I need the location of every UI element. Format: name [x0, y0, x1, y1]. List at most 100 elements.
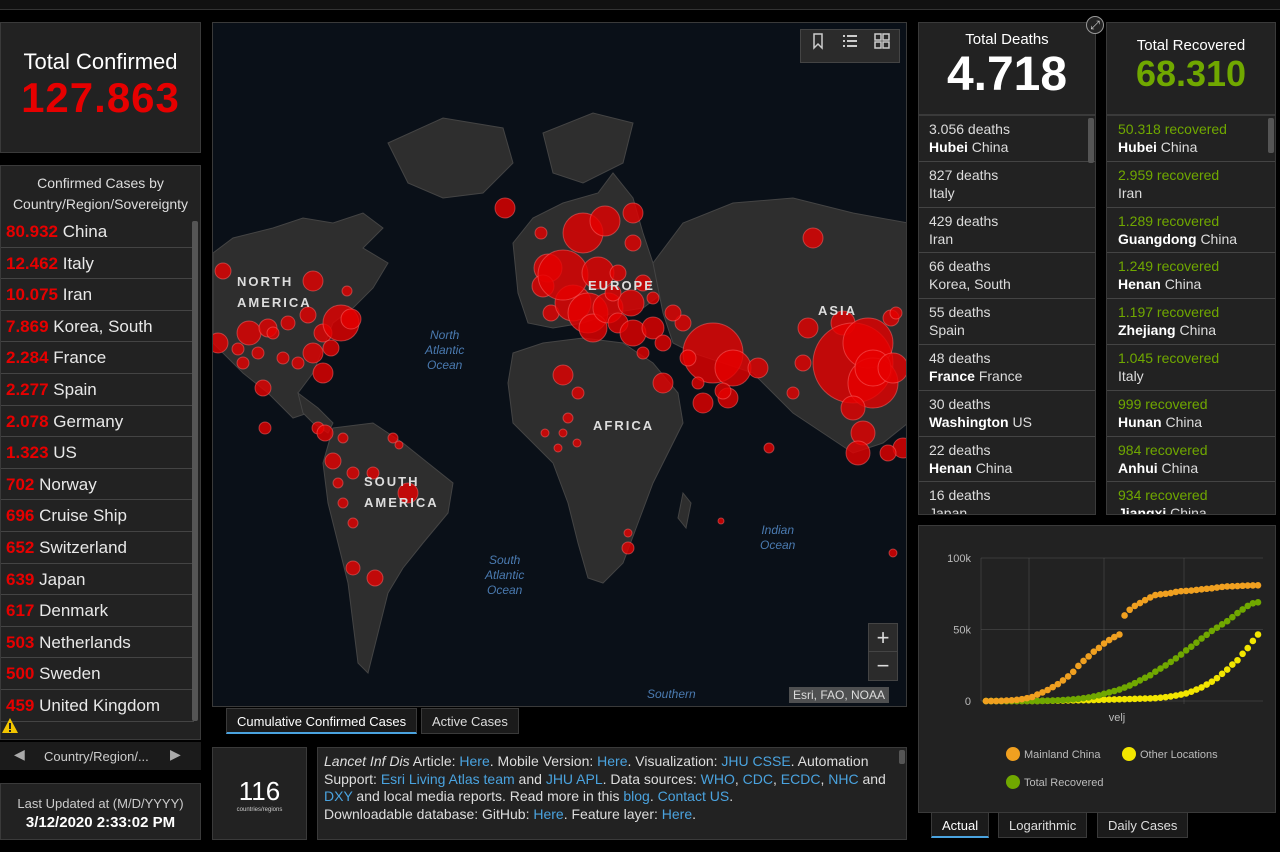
- case-bubble[interactable]: [302, 270, 324, 292]
- case-bubble[interactable]: [622, 202, 644, 224]
- case-bubble[interactable]: [534, 226, 548, 240]
- case-bubble[interactable]: [540, 428, 550, 438]
- tab-actual[interactable]: Actual: [931, 812, 990, 838]
- case-bubble[interactable]: [341, 285, 353, 297]
- case-bubble[interactable]: [280, 315, 296, 331]
- deaths-list-panel[interactable]: 3.056 deaths Hubei China 827 deaths Italy 4…: [918, 115, 1096, 515]
- confirmed-row[interactable]: 80.932 China: [1, 216, 194, 248]
- case-bubble[interactable]: [236, 356, 250, 370]
- case-bubble[interactable]: [291, 356, 305, 370]
- contact-us-link[interactable]: Contact US: [657, 788, 730, 804]
- zoom-out-button[interactable]: −: [868, 651, 898, 681]
- case-bubble[interactable]: [617, 289, 645, 317]
- tab-logarithmic[interactable]: Logarithmic: [998, 812, 1088, 838]
- case-bubble[interactable]: [571, 386, 585, 400]
- case-bubble[interactable]: [636, 346, 650, 360]
- case-bubble[interactable]: [888, 548, 898, 558]
- case-bubble[interactable]: [316, 424, 334, 442]
- confirmed-list-rows[interactable]: 80.932 China 12.462 Italy 10.075 Iran 7.869…: [1, 216, 194, 741]
- deaths-row[interactable]: 827 deaths Italy: [919, 162, 1095, 208]
- case-bubble[interactable]: [624, 234, 642, 252]
- case-bubble[interactable]: [254, 379, 272, 397]
- case-bubble[interactable]: [609, 264, 627, 282]
- case-bubble[interactable]: [302, 342, 324, 364]
- case-bubble[interactable]: [654, 334, 672, 352]
- case-bubble[interactable]: [691, 376, 705, 390]
- case-bubble[interactable]: [340, 308, 362, 330]
- case-bubble[interactable]: [397, 482, 419, 504]
- lancet-link[interactable]: Here: [459, 753, 490, 769]
- tab-cumulative-confirmed[interactable]: Cumulative Confirmed Cases: [226, 708, 418, 734]
- basemap-gallery-icon[interactable]: [871, 30, 893, 52]
- confirmed-row[interactable]: 652 Switzerland: [1, 532, 194, 564]
- case-bubble[interactable]: [646, 291, 660, 305]
- deaths-row[interactable]: 16 deaths Japan: [919, 482, 1095, 514]
- case-bubble[interactable]: [299, 306, 317, 324]
- case-bubble[interactable]: [692, 392, 714, 414]
- legend-swatch[interactable]: [1006, 775, 1020, 789]
- zoom-in-button[interactable]: +: [868, 623, 898, 653]
- case-bubble[interactable]: [714, 349, 752, 387]
- case-bubble[interactable]: [366, 569, 384, 587]
- case-bubble[interactable]: [236, 320, 262, 346]
- case-bubble[interactable]: [258, 421, 272, 435]
- deaths-row[interactable]: 429 deaths Iran: [919, 208, 1095, 254]
- case-bubble[interactable]: [324, 452, 342, 470]
- case-bubble[interactable]: [231, 342, 245, 356]
- case-bubble[interactable]: [714, 382, 732, 400]
- jhu-apl-link[interactable]: JHU APL: [545, 770, 603, 787]
- case-bubble[interactable]: [332, 477, 344, 489]
- case-bubble[interactable]: [562, 412, 574, 424]
- world-map[interactable]: NORTH AMERICA SOUTH AMERICA EUROPE AFRICA …: [212, 22, 907, 707]
- deaths-row[interactable]: 55 deaths Spain: [919, 299, 1095, 345]
- who-link[interactable]: WHO: [700, 770, 735, 787]
- confirmed-row[interactable]: 696 Cruise Ship: [1, 500, 194, 532]
- case-bubble[interactable]: [337, 432, 349, 444]
- deaths-list-scrollbar[interactable]: [1088, 118, 1094, 163]
- case-bubble[interactable]: [494, 197, 516, 219]
- case-bubble[interactable]: [763, 442, 775, 454]
- recovered-row[interactable]: 2.959 recovered Iran: [1107, 162, 1275, 208]
- deaths-row[interactable]: 3.056 deaths Hubei China: [919, 116, 1095, 162]
- github-link[interactable]: Here: [533, 805, 564, 822]
- deaths-row[interactable]: 22 deaths Henan China: [919, 437, 1095, 483]
- confirmed-row[interactable]: 2.078 Germany: [1, 406, 194, 438]
- legend-label[interactable]: Total Recovered: [1024, 777, 1104, 789]
- case-bubble[interactable]: [840, 395, 866, 421]
- confirmed-row[interactable]: 503 Netherlands: [1, 627, 194, 659]
- case-bubble[interactable]: [652, 372, 674, 394]
- case-bubble[interactable]: [366, 466, 380, 480]
- confirmed-row[interactable]: 2.277 Spain: [1, 374, 194, 406]
- case-bubble[interactable]: [889, 306, 903, 320]
- case-bubble[interactable]: [877, 352, 907, 384]
- confirmed-row[interactable]: 7.869 Korea, South: [1, 311, 194, 343]
- case-bubble[interactable]: [251, 346, 265, 360]
- case-bubble[interactable]: [312, 362, 334, 384]
- expand-icon[interactable]: ⤢: [1086, 16, 1104, 34]
- case-bubble[interactable]: [537, 249, 589, 301]
- deaths-row[interactable]: 48 deaths France France: [919, 345, 1095, 391]
- case-bubble[interactable]: [214, 262, 232, 280]
- recovered-row[interactable]: 934 recovered Jiangxi China: [1107, 482, 1275, 514]
- recovered-row[interactable]: 1.249 recovered Henan China: [1107, 253, 1275, 300]
- mobile-version-link[interactable]: Here: [597, 753, 628, 769]
- confirmed-row[interactable]: 500 Sweden: [1, 658, 194, 690]
- recovered-list-panel[interactable]: 50.318 recovered Hubei China 2.959 recover…: [1106, 115, 1276, 515]
- confirmed-row[interactable]: 2.284 France: [1, 342, 194, 374]
- case-bubble[interactable]: [266, 326, 280, 340]
- case-bubble[interactable]: [345, 560, 361, 576]
- legend-swatch[interactable]: [1122, 747, 1136, 761]
- nhc-link[interactable]: NHC: [828, 770, 859, 787]
- case-bubble[interactable]: [621, 541, 635, 555]
- deaths-row[interactable]: 66 deaths Korea, South: [919, 253, 1095, 300]
- case-bubble[interactable]: [717, 517, 725, 525]
- tab-daily-cases[interactable]: Daily Cases: [1097, 812, 1189, 838]
- chevron-left-icon[interactable]: ◀: [14, 746, 25, 762]
- bookmark-icon[interactable]: [807, 30, 829, 52]
- case-bubble[interactable]: [347, 517, 359, 529]
- info-scrollbar[interactable]: [899, 750, 905, 764]
- ecdc-link[interactable]: ECDC: [780, 770, 821, 787]
- case-bubble[interactable]: [664, 304, 682, 322]
- legend-swatch[interactable]: [1006, 747, 1020, 761]
- cdc-link[interactable]: CDC: [742, 770, 774, 787]
